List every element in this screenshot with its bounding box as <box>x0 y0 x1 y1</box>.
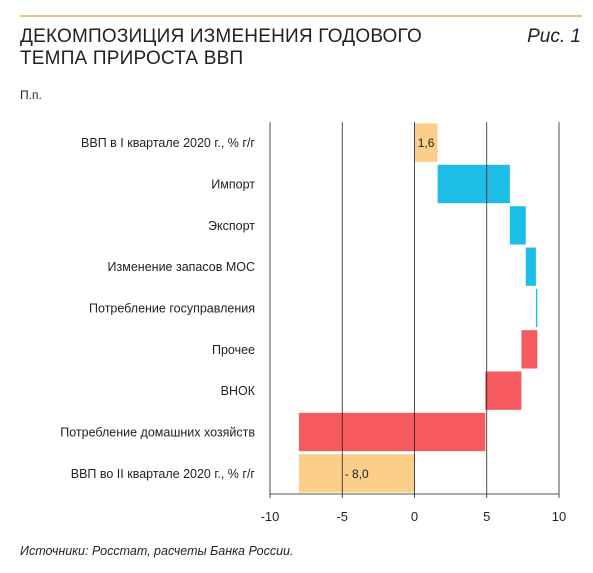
bar-8 <box>298 412 486 452</box>
bar-4 <box>525 247 536 286</box>
bar-1 <box>414 123 438 162</box>
bar-6 <box>521 330 538 369</box>
category-label: ВНОК <box>221 384 256 398</box>
top-rule <box>20 15 582 17</box>
category-label: Потребление госуправления <box>89 302 255 316</box>
x-tick-label: 0 <box>411 509 418 524</box>
x-tick-label: 5 <box>483 509 490 524</box>
data-label: 1,6 <box>418 136 435 150</box>
category-label: Изменение запасов МОС <box>108 260 255 274</box>
category-label: Потребление домашних хозяйств <box>60 426 255 440</box>
bar-3 <box>509 206 526 245</box>
data-label: - 8,0 <box>345 467 369 481</box>
category-label: Прочее <box>212 343 255 357</box>
x-tick-label: -10 <box>261 509 280 524</box>
chart-title: ДЕКОМПОЗИЦИЯ ИЗМЕНЕНИЯ ГОДОВОГО ТЕМПА ПР… <box>20 26 422 69</box>
category-label: ВВП во II квартале 2020 г., % г/г <box>71 467 256 481</box>
bar-2 <box>437 164 510 204</box>
figure-label: Рис. 1 <box>527 26 581 47</box>
source-note: Источники: Росстат, расчеты Банка России… <box>20 544 294 558</box>
category-label: Экспорт <box>208 219 255 233</box>
category-label: ВВП в I квартале 2020 г., % г/г <box>81 136 255 150</box>
bar-9 <box>298 454 415 493</box>
x-tick-label: -5 <box>336 509 348 524</box>
units-label: П.п. <box>20 88 42 102</box>
bar-5 <box>535 288 538 328</box>
category-label: Импорт <box>211 178 255 192</box>
bar-7 <box>485 371 522 410</box>
x-tick-label: 10 <box>552 509 566 524</box>
